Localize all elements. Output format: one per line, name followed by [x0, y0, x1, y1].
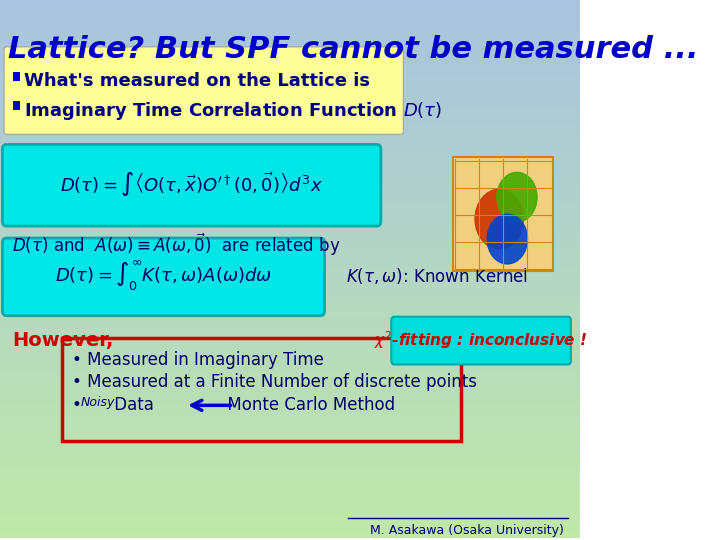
FancyBboxPatch shape: [454, 157, 553, 271]
Text: Imaginary Time Correlation Function $D(\tau)$: Imaginary Time Correlation Function $D(\…: [24, 99, 442, 122]
Text: • Measured in Imaginary Time: • Measured in Imaginary Time: [73, 350, 324, 369]
Circle shape: [475, 189, 523, 249]
Text: However,: However,: [12, 330, 114, 349]
Circle shape: [487, 214, 528, 264]
Text: Noisy: Noisy: [81, 396, 115, 409]
Circle shape: [497, 172, 537, 222]
Text: M. Asakawa (Osaka University): M. Asakawa (Osaka University): [370, 524, 564, 537]
Text: $K(\tau,\omega)$: Known Kernel: $K(\tau,\omega)$: Known Kernel: [346, 266, 528, 286]
FancyBboxPatch shape: [392, 316, 571, 365]
Text: • Measured at a Finite Number of discrete points: • Measured at a Finite Number of discret…: [73, 374, 477, 391]
Text: $\chi^2$-fitting : inconclusive !: $\chi^2$-fitting : inconclusive !: [374, 330, 588, 352]
FancyBboxPatch shape: [2, 238, 325, 316]
Bar: [13, 100, 20, 110]
Bar: [13, 72, 20, 80]
Text: Lattice? But SPF cannot be measured ...: Lattice? But SPF cannot be measured ...: [8, 35, 698, 64]
Text: $D(\tau) = \int_0^{\infty} K(\tau, \omega) A(\omega) d\omega$: $D(\tau) = \int_0^{\infty} K(\tau, \omeg…: [55, 259, 272, 293]
Text: •: •: [73, 396, 88, 414]
FancyBboxPatch shape: [4, 47, 403, 134]
Text: $D(\tau)$ and  $A(\omega) \equiv A(\omega, \vec{0})$  are related by: $D(\tau)$ and $A(\omega) \equiv A(\omega…: [12, 231, 341, 258]
Text: What's measured on the Lattice is: What's measured on the Lattice is: [24, 72, 370, 90]
Text: $D(\tau) = \int \left\langle O(\tau, \vec{x}) O^{\prime\dagger}(0, \vec{0}) \rig: $D(\tau) = \int \left\langle O(\tau, \ve…: [60, 170, 323, 198]
FancyBboxPatch shape: [2, 144, 381, 226]
Text: Data              Monte Carlo Method: Data Monte Carlo Method: [109, 396, 395, 414]
